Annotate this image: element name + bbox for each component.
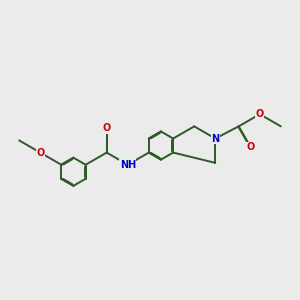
Text: O: O xyxy=(103,123,111,133)
Text: N: N xyxy=(211,134,219,143)
Text: NH: NH xyxy=(120,160,136,170)
Text: O: O xyxy=(36,148,44,158)
Text: O: O xyxy=(256,109,264,119)
Text: O: O xyxy=(247,142,255,152)
